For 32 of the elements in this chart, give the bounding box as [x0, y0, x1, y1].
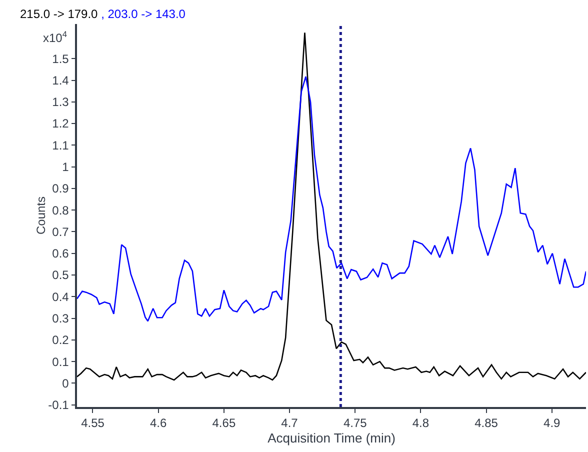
line-series — [77, 76, 586, 322]
x-tick-label: 4.8 — [412, 416, 430, 430]
x-tick-label: 4.65 — [212, 416, 236, 430]
y-tick-label: -0.1 — [48, 398, 70, 412]
x-tick-label: 4.9 — [544, 416, 561, 430]
y-tick-label: 1.4 — [52, 73, 70, 88]
text: x10$^{4}$ — [43, 29, 68, 46]
y-tick-label: 0.6 — [52, 246, 70, 261]
y-tick-label: 0.7 — [52, 224, 70, 239]
x-tick-label: 4.55 — [81, 416, 105, 430]
y-tick-label: 0 — [62, 376, 70, 390]
text: , 203.0 -> 143.0 — [101, 7, 186, 21]
x-tick-label: 4.7 — [281, 416, 298, 430]
x-axis-title: Acquisition Time (min) — [268, 430, 396, 446]
y-tick-label: 0.9 — [52, 182, 70, 196]
y-tick-label: 1.2 — [52, 116, 70, 131]
y-tick-label: 0.2 — [52, 333, 70, 348]
text: 215.0 -> 179.0 — [20, 7, 98, 21]
y-tick-label: 1.1 — [52, 138, 70, 152]
y-tick-label: 1 — [62, 160, 70, 174]
y-axis-title: Counts — [34, 196, 48, 235]
y-tick-label: 1.5 — [52, 52, 70, 66]
y-tick-label: 0.1 — [52, 354, 70, 369]
line-series — [77, 32, 586, 381]
x-tick-label: 4.75 — [343, 416, 368, 430]
y-tick-label: 0.3 — [52, 311, 70, 326]
y-tick-label: 1.3 — [52, 95, 70, 110]
x-tick-label: 4.85 — [474, 416, 498, 430]
x-tick-label: 4.6 — [150, 416, 168, 430]
y-tick-label: 0.8 — [52, 203, 70, 218]
y-tick-label: 0.4 — [52, 290, 70, 304]
y-tick-label: 0.5 — [52, 268, 70, 282]
